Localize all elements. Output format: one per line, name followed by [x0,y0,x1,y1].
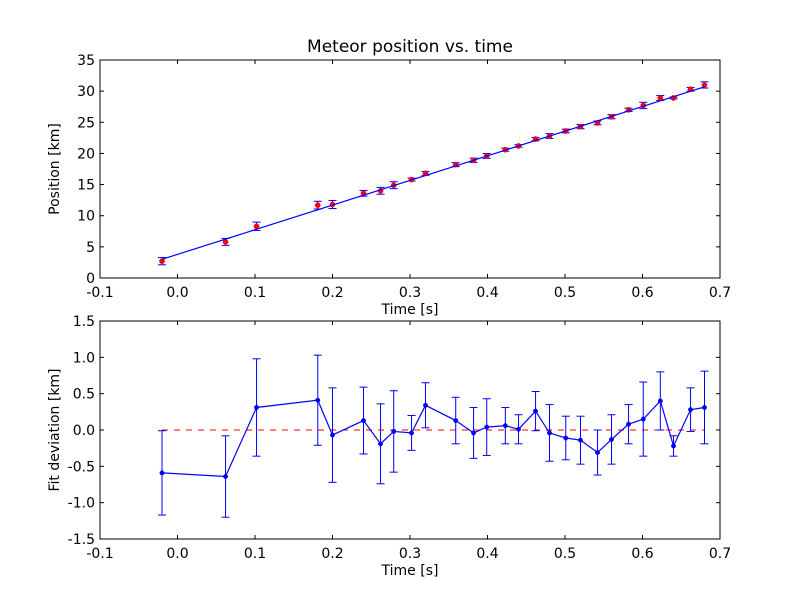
x-tick-label: 0.7 [709,285,731,301]
x-tick-label: 0.7 [709,546,731,562]
x-tick-label: 0.1 [244,546,266,562]
y-tick-label: 30 [77,84,95,100]
x-tick-label: 0.3 [399,546,421,562]
data-point [516,426,521,432]
data-point [409,430,414,436]
y-tick-label: 0 [86,271,95,287]
y-tick-label: -1.5 [68,532,95,548]
plot-frame [99,59,721,279]
plot-frame [99,320,721,540]
y-tick-label: 35 [77,53,95,69]
x-tick-label: 0.2 [321,546,343,562]
data-point [159,258,165,265]
data-point [688,407,693,413]
data-point [223,474,229,479]
x-tick-label: 0.5 [554,285,576,301]
data-point [671,443,676,449]
data-point [640,416,646,422]
plot-area [99,320,721,540]
data-point [423,402,428,408]
x-tick-label: 0.0 [166,285,188,301]
y-axis-label: Fit deviation [km] [47,368,63,491]
x-tick-label: 0.5 [554,546,576,562]
data-point [563,435,569,441]
y-tick-label: 15 [77,178,95,194]
x-axis-label: Time [s] [381,302,439,318]
data-point [609,436,614,442]
data-point [547,430,552,436]
y-tick-label: 20 [77,146,95,162]
y-tick-label: -0.5 [68,459,95,475]
x-tick-label: 0.4 [476,285,498,301]
y-tick-label: 5 [86,240,95,256]
data-point [702,405,707,410]
chart-title: Meteor position vs. time [307,37,513,57]
data-point [330,432,335,438]
data-point [657,398,663,404]
y-tick-label: 1.0 [73,350,95,366]
y-axis-label: Position [km] [47,123,63,215]
x-tick-label: 0.4 [476,546,498,562]
data-point [502,423,508,429]
data-point [701,82,708,88]
deviation-plot: -0.1 0.0 0.1 0.2 0.3 0.4 0.5 0.6 0.7 -1.5 -1.0 -0.5… [47,314,731,579]
y-tick-label: 10 [77,209,95,225]
y-tick-label: 0.5 [73,387,95,403]
plot-area [99,59,721,279]
data-point [254,405,259,410]
x-tick-label: 0.3 [399,285,421,301]
data-point [314,202,321,208]
data-point [378,441,383,447]
data-point [453,418,459,424]
x-axis-label: Time [s] [381,563,439,579]
x-tick-label: 0.1 [244,285,266,301]
position-plot: -0.1 0.0 0.1 0.2 0.3 0.4 0.5 0.6 0.7 0 5 10 15 20 25 30… [47,37,731,318]
fit-line [161,86,705,260]
y-tick-label: -1.0 [68,496,95,512]
x-tick-label: 0.6 [631,546,653,562]
data-point [626,421,631,427]
data-point [361,418,366,424]
data-point [533,408,538,414]
data-point [578,437,583,443]
x-tick-label: -0.1 [86,546,113,562]
data-point [595,450,600,455]
x-tick-label: 0.2 [321,285,343,301]
x-tick-label: -0.1 [86,285,113,301]
data-point [315,397,321,403]
y-tick-label: 25 [77,115,95,131]
x-tick-label: 0.0 [166,546,188,562]
x-tick-label: 0.6 [631,285,653,301]
data-point [391,429,397,434]
y-tick-label: 0.0 [73,423,95,439]
y-tick-label: 1.5 [73,314,95,330]
data-point [484,424,490,430]
data-point [159,470,165,476]
data-point [471,430,476,436]
